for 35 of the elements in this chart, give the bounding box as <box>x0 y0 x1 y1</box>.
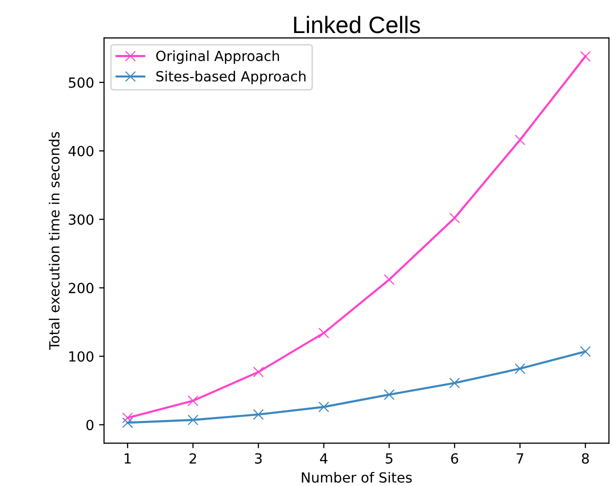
legend-label: Original Approach <box>156 50 279 64</box>
point <box>253 366 264 378</box>
y-tick-label: 500 <box>68 77 94 88</box>
point <box>449 378 460 388</box>
x-tick-label: 7 <box>516 453 524 464</box>
y-axis-title: Total execution time in seconds <box>48 132 60 350</box>
point <box>514 363 526 374</box>
y-tick-label: 300 <box>68 214 94 225</box>
y-tick-label: 400 <box>68 146 94 156</box>
point <box>188 414 198 426</box>
point <box>253 409 264 420</box>
point <box>384 389 395 400</box>
x-tick-label: 1 <box>124 453 131 464</box>
point <box>580 51 591 62</box>
x-tick-label: 3 <box>255 453 262 464</box>
x-tick-label: 6 <box>451 453 458 464</box>
chart-title: Linked Cells <box>294 16 420 34</box>
x-tick-label: 8 <box>582 453 589 464</box>
point <box>318 328 330 338</box>
point <box>188 395 198 406</box>
y-tick-label: 100 <box>69 351 94 362</box>
x-axis-title: Number of Sites <box>302 472 412 483</box>
x-tick-label: 4 <box>320 453 328 464</box>
point <box>122 412 133 424</box>
x-tick-label: 2 <box>190 453 196 464</box>
legend-label: Sites-based Approach <box>156 70 306 84</box>
y-tick-label: 0 <box>86 420 94 430</box>
point <box>318 402 330 412</box>
point <box>580 346 591 357</box>
x-tick-label: 5 <box>386 453 392 464</box>
point <box>449 212 460 224</box>
point <box>514 134 526 146</box>
point <box>384 274 395 285</box>
y-tick-label: 200 <box>68 282 94 294</box>
point <box>122 417 133 428</box>
